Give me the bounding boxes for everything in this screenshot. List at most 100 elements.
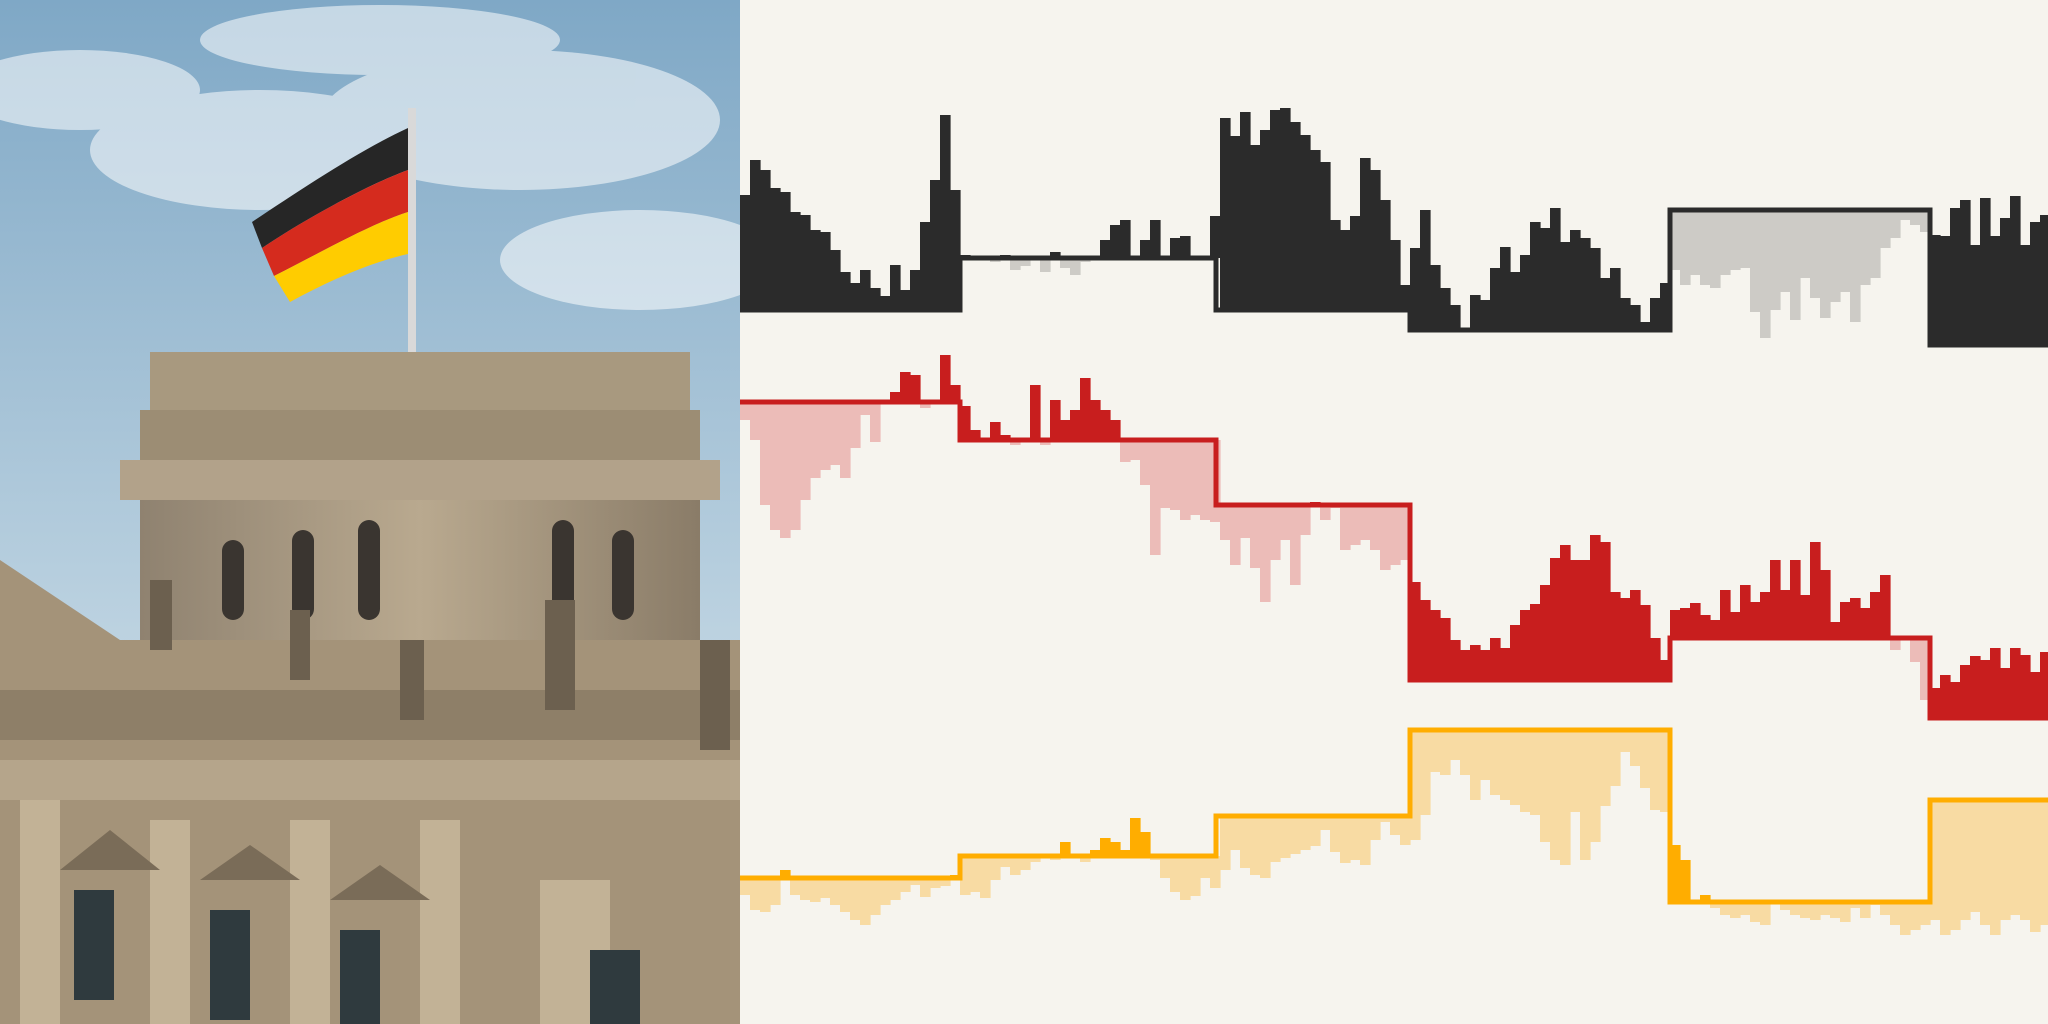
series-3-bar-109: [1830, 902, 1841, 918]
series-3-bar-120: [1940, 800, 1951, 935]
series-2-bar-48: [1220, 505, 1231, 540]
series-2-bar-65: [1390, 505, 1401, 565]
series-1-bar-65: [1390, 240, 1401, 310]
series-2-bar-124: [1980, 660, 1991, 718]
series-3-bar-80: [1540, 730, 1551, 842]
series-3-bar-44: [1180, 856, 1191, 900]
series-1-bar-67: [1410, 248, 1421, 330]
series-2-bar-111: [1850, 598, 1861, 638]
series-3-bar-37: [1110, 842, 1121, 856]
series-1-bar-79: [1530, 222, 1541, 330]
series-2-bar-69: [1430, 610, 1441, 680]
series-1-bar-121: [1950, 208, 1961, 345]
series-1-bar-5: [790, 212, 801, 310]
series-1-bar-61: [1350, 216, 1361, 310]
series-2-bar-117: [1910, 638, 1921, 662]
series-3-bar-117: [1910, 902, 1921, 930]
series-3-bar-76: [1500, 730, 1511, 800]
series-2-bar-82: [1560, 545, 1571, 680]
series-1-bar-78: [1520, 255, 1531, 330]
series-1-bar-100: [1740, 210, 1751, 268]
series-2-bar-84: [1580, 560, 1591, 680]
series-3-bar-1: [750, 878, 761, 910]
series-3-bar-129: [2030, 800, 2041, 932]
series-3-bar-61: [1350, 816, 1361, 860]
series-2-bar-123: [1970, 656, 1981, 718]
series-1-bar-85: [1590, 248, 1601, 330]
series-2-bar-90: [1640, 605, 1651, 680]
reichstag-photo: [0, 0, 740, 1024]
series-2-bar-63: [1370, 505, 1381, 550]
series-3-bar-119: [1930, 800, 1941, 920]
series-3-bar-79: [1530, 730, 1541, 815]
series-2-bar-62: [1360, 505, 1371, 540]
series-1-bar-60: [1340, 230, 1351, 310]
series-3-bar-20: [940, 878, 951, 886]
series-1-bar-103: [1770, 210, 1781, 310]
series-3-bar-62: [1360, 816, 1371, 865]
series-3-bar-10: [840, 878, 851, 912]
series-2-bar-78: [1520, 610, 1531, 680]
series-3-bar-40: [1140, 832, 1151, 856]
series-1-bar-110: [1840, 210, 1851, 292]
series-1-bar-127: [2010, 196, 2021, 345]
series-3-bar-24: [980, 856, 991, 898]
series-3-bar-26: [1000, 856, 1011, 867]
series-2-bar-99: [1730, 612, 1741, 638]
series-2-bar-41: [1150, 440, 1161, 555]
series-1-bar-106: [1800, 210, 1811, 278]
series-1-bar-44: [1180, 236, 1191, 258]
series-1-bar-0: [740, 195, 751, 310]
series-1-bar-50: [1240, 112, 1251, 310]
series-3-bar-52: [1260, 816, 1271, 878]
series-3-bar-122: [1960, 800, 1971, 920]
series-2-bar-68: [1420, 600, 1431, 680]
series-2-bar-106: [1800, 595, 1811, 638]
series-2-bar-76: [1500, 648, 1511, 680]
series-3-bar-65: [1390, 816, 1401, 835]
series-1-bar-64: [1380, 200, 1391, 310]
series-3-bar-127: [2010, 800, 2021, 915]
series-1-bar-10: [840, 272, 851, 310]
series-3-bar-125: [1990, 800, 2001, 935]
series-3-bar-51: [1250, 816, 1261, 875]
series-3-bar-82: [1560, 730, 1571, 865]
series-1-bar-32: [1060, 258, 1071, 268]
series-1-bar-124: [1980, 198, 1991, 345]
series-2-bar-15: [890, 392, 901, 402]
series-3-bar-89: [1630, 730, 1641, 766]
series-2-bar-50: [1240, 505, 1251, 538]
series-2-bar-100: [1740, 585, 1751, 638]
series-3-bar-50: [1240, 816, 1251, 868]
series-3-bar-55: [1290, 816, 1301, 854]
series-3-bar-56: [1300, 816, 1311, 850]
series-3-bar-88: [1620, 730, 1631, 752]
series-1-bar-11: [850, 283, 861, 310]
series-1-bar-98: [1720, 210, 1731, 275]
series-1-bar-107: [1810, 210, 1821, 298]
series-3-bar-60: [1340, 816, 1351, 863]
series-1-bar-27: [1010, 258, 1021, 270]
series-2-bar-13: [870, 402, 881, 442]
series-2-bar-91: [1650, 638, 1661, 680]
series-2-bar-38: [1120, 440, 1131, 462]
series-3-bar-34: [1080, 856, 1091, 862]
series-1-bar-113: [1870, 210, 1881, 278]
series-2-bar-127: [2010, 648, 2021, 718]
series-2-bar-46: [1200, 440, 1211, 520]
series-1-bar-71: [1450, 305, 1461, 330]
series-3-bar-111: [1850, 902, 1861, 908]
series-1-bar-70: [1440, 288, 1451, 330]
series-3-bar-35: [1090, 850, 1101, 856]
series-2-bar-66: [1400, 505, 1411, 560]
series-1-bar-123: [1970, 245, 1981, 345]
series-3-bar-22: [960, 856, 971, 895]
series-1-bar-112: [1860, 210, 1871, 285]
series-2-bar-5: [790, 402, 801, 530]
series-1-bar-74: [1480, 300, 1491, 330]
series-3-bar-64: [1380, 816, 1391, 822]
series-1-bar-119: [1930, 235, 1941, 345]
series-2-bar-73: [1470, 645, 1481, 680]
series-2-bar-58: [1320, 505, 1331, 520]
series-2-bar-94: [1680, 608, 1691, 638]
